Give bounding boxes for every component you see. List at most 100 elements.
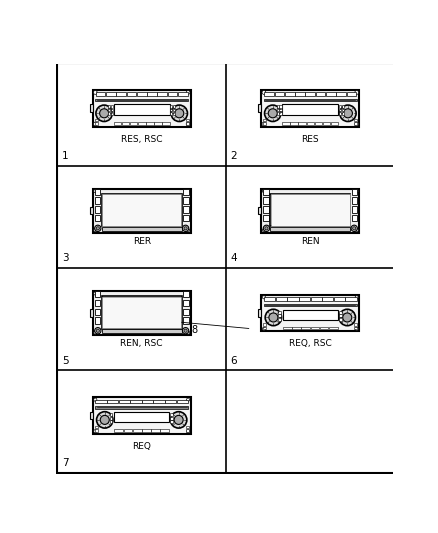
Circle shape xyxy=(96,227,99,230)
Bar xyxy=(95,430,98,432)
Circle shape xyxy=(95,328,101,334)
Bar xyxy=(263,189,269,195)
Circle shape xyxy=(262,229,265,232)
Bar xyxy=(138,122,145,125)
Bar xyxy=(127,92,136,96)
Bar xyxy=(258,207,261,214)
Bar xyxy=(339,311,342,314)
Bar xyxy=(170,413,173,416)
Bar xyxy=(168,92,177,96)
Bar xyxy=(151,429,160,432)
Bar xyxy=(283,122,290,125)
Bar xyxy=(147,92,157,96)
Text: 4: 4 xyxy=(231,253,237,263)
Bar xyxy=(93,189,191,233)
Bar xyxy=(263,324,266,326)
Bar xyxy=(311,327,319,329)
Bar xyxy=(295,92,305,96)
Bar xyxy=(153,400,165,403)
Bar xyxy=(119,400,130,403)
Bar xyxy=(271,194,350,226)
Bar xyxy=(298,122,306,125)
Circle shape xyxy=(187,229,190,232)
Circle shape xyxy=(187,398,190,401)
Bar xyxy=(111,112,113,115)
Circle shape xyxy=(94,292,97,295)
Bar xyxy=(329,327,338,329)
Bar xyxy=(316,92,325,96)
Text: 7: 7 xyxy=(62,458,69,468)
Bar xyxy=(130,400,141,403)
Bar xyxy=(106,92,116,96)
Circle shape xyxy=(175,109,184,118)
Text: RES: RES xyxy=(301,134,319,143)
Bar xyxy=(95,99,188,101)
Bar xyxy=(276,105,279,108)
Bar xyxy=(339,112,341,115)
Bar xyxy=(170,112,172,115)
Bar xyxy=(261,189,359,233)
Bar xyxy=(320,327,328,329)
Circle shape xyxy=(269,313,278,322)
Bar xyxy=(146,122,154,125)
Text: 3: 3 xyxy=(62,253,69,263)
Bar xyxy=(279,318,281,321)
Bar xyxy=(322,122,330,125)
Text: 5: 5 xyxy=(62,356,69,366)
Bar xyxy=(122,122,130,125)
Bar xyxy=(264,297,276,301)
Bar xyxy=(95,406,188,408)
Bar xyxy=(285,92,294,96)
Bar xyxy=(113,104,170,115)
Circle shape xyxy=(94,229,97,232)
Circle shape xyxy=(263,225,270,231)
Bar xyxy=(130,122,138,125)
Bar xyxy=(173,112,175,115)
Circle shape xyxy=(96,329,99,332)
Bar xyxy=(90,207,93,214)
Bar xyxy=(322,297,333,301)
Bar xyxy=(339,314,342,317)
Bar xyxy=(108,105,110,108)
Bar xyxy=(354,119,357,121)
Bar xyxy=(279,105,282,108)
Bar xyxy=(95,189,100,195)
Circle shape xyxy=(184,329,187,332)
Bar xyxy=(339,105,341,108)
Bar xyxy=(90,104,93,112)
Bar xyxy=(93,397,191,434)
Text: REQ: REQ xyxy=(132,442,151,451)
Circle shape xyxy=(94,190,97,192)
Bar xyxy=(95,309,100,315)
Bar xyxy=(290,122,298,125)
Circle shape xyxy=(355,190,358,192)
Bar xyxy=(102,194,181,226)
Bar xyxy=(326,92,336,96)
Bar xyxy=(263,206,269,213)
Bar xyxy=(264,99,357,101)
Bar xyxy=(110,413,112,416)
Bar xyxy=(352,206,357,213)
Bar xyxy=(102,227,182,231)
Circle shape xyxy=(262,296,265,299)
Circle shape xyxy=(96,105,112,122)
Circle shape xyxy=(93,122,97,126)
Circle shape xyxy=(96,411,113,428)
Bar xyxy=(90,309,93,317)
Circle shape xyxy=(262,122,266,126)
Circle shape xyxy=(355,122,359,126)
Bar xyxy=(263,327,266,329)
Circle shape xyxy=(182,328,189,334)
Bar xyxy=(170,105,172,108)
Circle shape xyxy=(262,327,265,330)
Circle shape xyxy=(187,430,190,433)
Circle shape xyxy=(262,91,266,94)
Bar xyxy=(133,429,141,432)
Bar xyxy=(336,92,346,96)
Bar xyxy=(124,429,132,432)
Text: RES, RSC: RES, RSC xyxy=(121,134,162,143)
Bar xyxy=(114,122,121,125)
Bar xyxy=(263,197,269,204)
Text: 2: 2 xyxy=(231,151,237,161)
Circle shape xyxy=(343,109,353,118)
